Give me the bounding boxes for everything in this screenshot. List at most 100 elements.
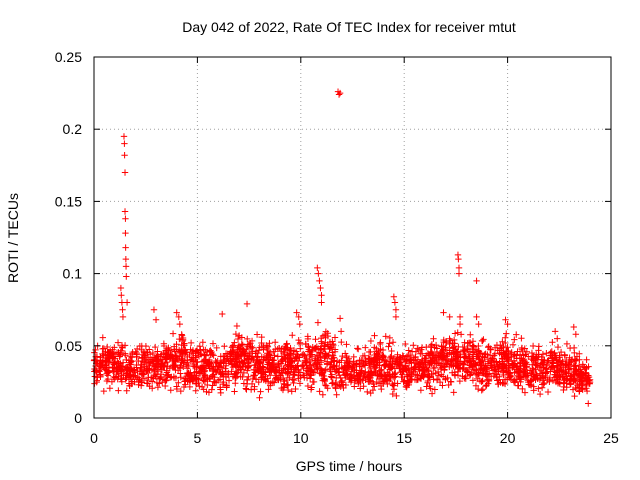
data-point (401, 377, 408, 384)
data-point (238, 340, 245, 348)
data-point (563, 340, 571, 348)
data-point (179, 357, 186, 364)
data-point (264, 352, 272, 360)
data-point (181, 340, 188, 347)
data-point (173, 383, 180, 390)
data-point (319, 391, 327, 398)
data-point (426, 374, 433, 381)
data-point (410, 354, 418, 361)
data-point (102, 365, 110, 373)
data-point (549, 339, 556, 346)
data-point (230, 342, 237, 349)
data-point (225, 377, 233, 384)
data-point (201, 378, 209, 385)
data-point (562, 360, 569, 368)
data-point (583, 369, 590, 377)
data-point (360, 361, 368, 369)
data-point (504, 343, 511, 351)
data-point (148, 385, 156, 392)
data-point (150, 306, 158, 313)
data-point (206, 359, 213, 367)
data-point (462, 366, 470, 374)
data-point (217, 353, 224, 360)
data-point (148, 378, 156, 385)
data-point (163, 355, 171, 362)
data-point (576, 356, 583, 363)
data-point (170, 355, 177, 362)
data-point (232, 374, 240, 381)
data-point (343, 359, 350, 367)
plot-frame (93, 56, 612, 419)
data-point (427, 342, 435, 350)
data-point (482, 350, 489, 358)
data-point (580, 370, 587, 378)
data-point (467, 331, 474, 338)
data-point (466, 361, 473, 369)
data-point (273, 364, 281, 371)
data-point (336, 89, 344, 97)
data-point (452, 348, 460, 356)
data-point (123, 299, 131, 306)
data-point (177, 387, 184, 395)
data-point (357, 385, 364, 392)
data-point (127, 361, 134, 368)
data-point (290, 379, 297, 387)
data-point (397, 369, 404, 376)
data-point (284, 369, 291, 377)
data-point (288, 388, 295, 395)
data-point (153, 355, 160, 363)
data-point (283, 340, 291, 347)
data-point (186, 351, 193, 359)
data-point (346, 376, 353, 383)
data-point (556, 372, 563, 379)
data-point (530, 366, 537, 374)
data-point (141, 352, 149, 359)
data-point (519, 385, 526, 393)
data-point (328, 374, 336, 381)
data-point (160, 363, 167, 371)
data-point (278, 345, 285, 353)
data-point (465, 364, 473, 371)
data-point (120, 133, 128, 140)
data-point (317, 284, 324, 292)
data-point (294, 357, 302, 365)
data-point (181, 347, 188, 354)
data-point (114, 368, 121, 376)
data-point (440, 363, 448, 371)
data-point (469, 338, 477, 345)
data-point (296, 380, 304, 387)
data-point (428, 390, 436, 397)
data-point (565, 366, 572, 373)
data-point (232, 330, 240, 338)
data-point (501, 380, 509, 388)
data-point (146, 366, 153, 373)
data-point (111, 361, 118, 368)
data-point (446, 340, 453, 348)
data-point (485, 376, 493, 384)
data-point (158, 360, 166, 367)
data-point (537, 363, 544, 371)
x-tick-label: 10 (293, 430, 309, 446)
data-point (204, 358, 212, 365)
data-point (119, 359, 127, 366)
data-point (314, 264, 321, 272)
y-tick-label: 0.2 (63, 121, 83, 137)
data-point (526, 367, 534, 374)
data-point (152, 316, 160, 324)
data-point (315, 270, 322, 277)
data-point (290, 364, 297, 372)
data-point (479, 377, 486, 385)
data-point (533, 354, 540, 361)
data-point (563, 356, 570, 364)
data-point (549, 377, 557, 384)
y-tick-label: 0.25 (55, 49, 82, 65)
data-point (336, 359, 343, 366)
x-tick-label: 5 (194, 430, 202, 446)
data-point (411, 364, 418, 372)
data-point (249, 344, 256, 351)
data-point (119, 306, 126, 313)
data-point (121, 208, 129, 215)
data-point (523, 363, 530, 370)
data-point (350, 358, 357, 365)
data-point (306, 375, 314, 382)
